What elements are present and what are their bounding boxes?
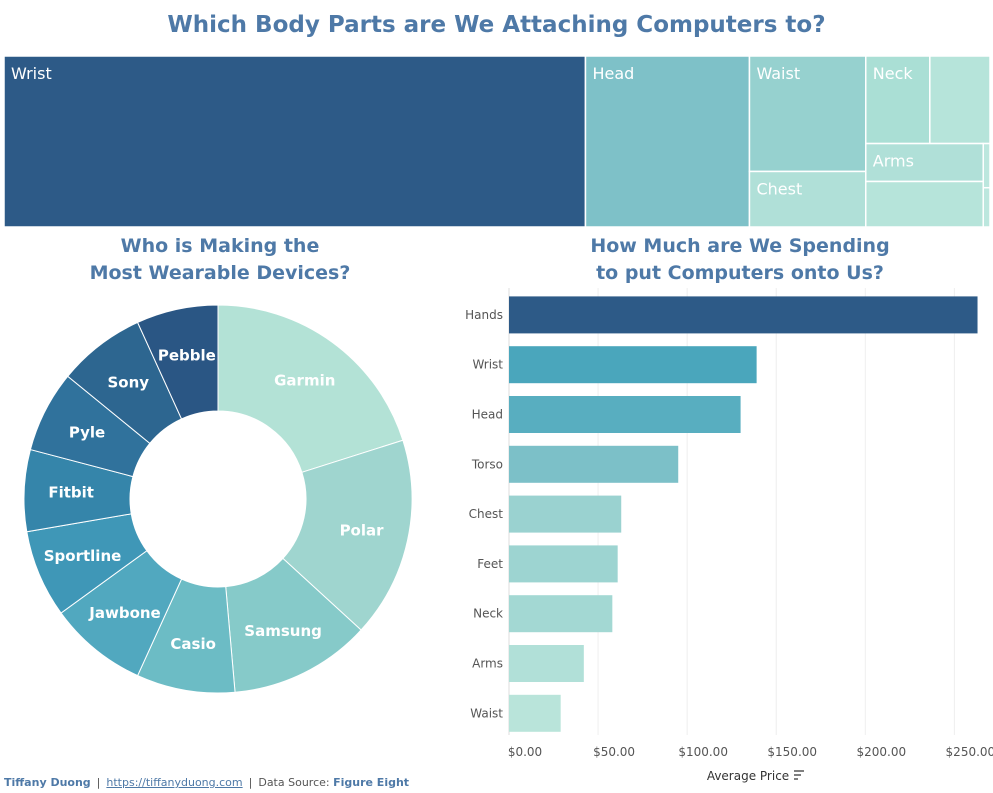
footer-url-link[interactable]: https://tiffanyduong.com [106, 776, 243, 789]
x-tick-label: $200.00 [856, 745, 906, 759]
y-tick-label-head: Head [472, 408, 503, 422]
bar-feet[interactable] [509, 545, 618, 583]
y-tick-label-arms: Arms [472, 657, 503, 671]
x-axis-label: Average Price [707, 769, 789, 783]
y-tick-label-neck: Neck [473, 607, 503, 621]
y-tick-label-feet: Feet [477, 557, 503, 571]
footer-author: Tiffany Duong [4, 776, 91, 789]
chart-title: Which Body Parts are We Attaching Comput… [167, 12, 826, 38]
donut-chart-title: Who is Making the Most Wearable Devices? [20, 233, 420, 287]
x-tick-label: $150.00 [767, 745, 817, 759]
bar-wrist[interactable] [509, 346, 757, 384]
treemap-cell-wrist[interactable] [3, 55, 587, 228]
footer-source-label: Data Source: [258, 776, 330, 789]
y-tick-label-chest: Chest [469, 507, 504, 521]
treemap-label-arms: Arms [873, 152, 914, 171]
donut-title-line1: Who is Making the [120, 235, 320, 257]
x-tick-label: $250.00 [946, 745, 993, 759]
donut-label-casio: Casio [170, 635, 216, 653]
footer: Tiffany Duong | https://tiffanyduong.com | D… [4, 776, 409, 789]
donut-slice-garmin[interactable] [217, 304, 404, 473]
x-tick-label: $0.00 [508, 745, 542, 759]
treemap-cell-unlabeled[interactable] [982, 186, 991, 228]
y-tick-label-torso: Torso [471, 457, 503, 471]
donut-label-jawbone: Jawbone [88, 604, 160, 622]
bar-neck[interactable] [509, 595, 613, 633]
y-tick-label-waist: Waist [470, 706, 503, 720]
treemap-cell-unlabeled[interactable] [865, 180, 984, 228]
bar-chest[interactable] [509, 495, 622, 533]
bar-torso[interactable] [509, 445, 679, 483]
bar-hands[interactable] [509, 296, 978, 334]
y-tick-label-wrist: Wrist [472, 358, 503, 372]
treemap-cell-head[interactable] [584, 55, 751, 228]
treemap-label-neck: Neck [873, 64, 914, 83]
bar-waist[interactable] [509, 694, 561, 732]
sort-icon[interactable] [794, 770, 804, 780]
bar-chart-title: How Much are We Spending to put Computer… [540, 233, 940, 287]
footer-divider: | [248, 776, 253, 789]
treemap-cell-unlabeled[interactable] [929, 55, 991, 145]
treemap-cell-chest[interactable] [748, 170, 867, 228]
y-tick-label-hands: Hands [465, 308, 503, 322]
donut-label-pyle: Pyle [69, 423, 105, 441]
bar-head[interactable] [509, 396, 741, 433]
x-tick-label: $100.00 [678, 745, 728, 759]
donut-slice-polar[interactable] [282, 439, 413, 631]
bar-title-line2: to put Computers onto Us? [596, 262, 884, 284]
treemap-label-head: Head [592, 64, 634, 83]
bar-arms[interactable] [509, 645, 584, 682]
footer-source: Figure Eight [333, 776, 410, 789]
treemap-label-wrist: Wrist [11, 64, 52, 83]
bar-title-line1: How Much are We Spending [590, 235, 890, 257]
treemap-label-chest: Chest [756, 179, 802, 198]
donut-label-pebble: Pebble [158, 346, 216, 364]
donut-label-samsung: Samsung [244, 622, 322, 640]
treemap-cell-waist[interactable] [748, 55, 867, 173]
donut-label-sony: Sony [107, 374, 149, 392]
x-tick-label: $50.00 [593, 745, 635, 759]
treemap-label-waist: Waist [756, 64, 800, 83]
donut-label-sportline: Sportline [44, 547, 122, 565]
donut-label-garmin: Garmin [274, 371, 335, 389]
donut-label-fitbit: Fitbit [48, 484, 94, 502]
donut-label-polar: Polar [340, 522, 385, 540]
donut-title-line2: Most Wearable Devices? [89, 262, 351, 284]
footer-divider: | [96, 776, 101, 789]
donut-slice-pebble[interactable] [136, 304, 219, 420]
